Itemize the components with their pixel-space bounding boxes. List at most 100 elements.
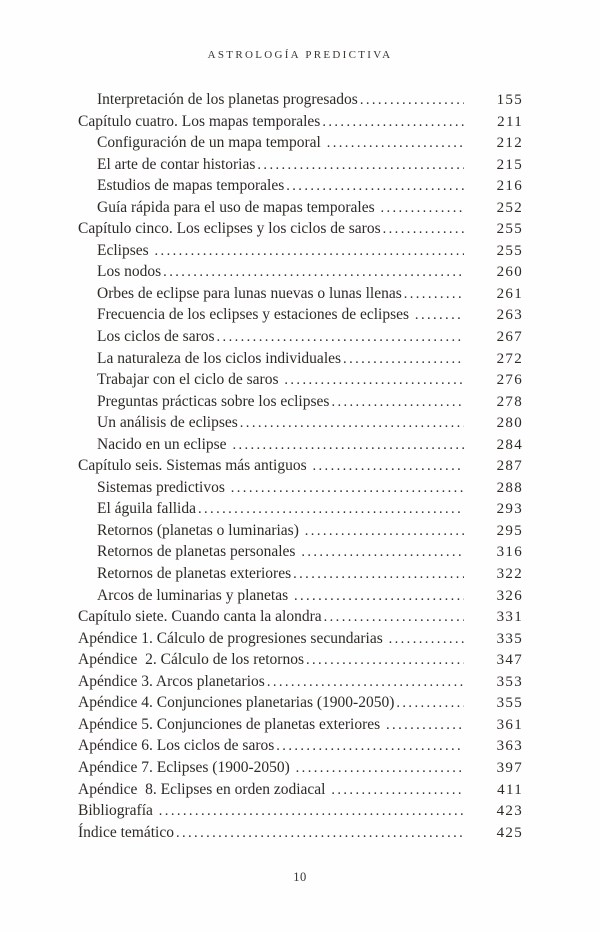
toc-leader-dots: ........................................… (301, 544, 464, 561)
toc-entry-label: Retornos de planetas exteriores (97, 565, 292, 583)
toc-row: La naturaleza de los ciclos individuales… (78, 348, 523, 370)
toc-entry-label: Orbes de eclipse para lunas nuevas o lun… (97, 284, 402, 302)
toc-leader-dots: ........................................… (266, 673, 464, 690)
toc-entry-label: El águila fallida (97, 500, 196, 518)
toc-row: Apéndice 6. Los ciclos de saros ........… (78, 735, 523, 757)
toc-entry-label: Eclipses (97, 241, 153, 259)
toc-leader-dots: ........................................… (286, 178, 464, 195)
toc-leader-dots: ........................................… (163, 264, 464, 281)
toc-leader-dots: ........................................… (158, 803, 464, 820)
toc-entry-label: Retornos de planetas personales (97, 543, 300, 561)
toc-entry-label: Capítulo seis. Sistemas más antiguos (78, 457, 311, 475)
toc-entry-page: 260 (496, 264, 523, 281)
toc-entry-page: 397 (496, 759, 523, 776)
toc-row: Preguntas prácticas sobre los eclipses .… (78, 391, 523, 413)
toc-entry-page: 293 (496, 501, 523, 518)
toc-entry-label: Capítulo siete. Cuando canta la alondra (78, 608, 322, 626)
toc-entry-page: 276 (496, 372, 523, 389)
toc-row: Orbes de eclipse para lunas nuevas o lun… (78, 283, 523, 305)
toc-entry-page: 353 (496, 673, 523, 690)
toc-entry-label: Nacido en un eclipse (97, 435, 231, 453)
toc-row: Apéndice 5. Conjunciones de planetas ext… (78, 714, 523, 736)
toc-entry-page: 423 (496, 803, 523, 820)
toc-entry-label: Sistemas predictivos (97, 478, 229, 496)
toc-entry-page: 278 (496, 393, 523, 410)
toc-leader-dots: ........................................… (198, 501, 464, 518)
toc-row: Trabajar con el ciclo de saros .........… (78, 369, 523, 391)
toc-leader-dots: ........................................… (343, 350, 464, 367)
toc-entry-label: Capítulo cinco. Los eclipses y los ciclo… (78, 220, 381, 238)
toc-row: Capítulo seis. Sistemas más antiguos ...… (78, 455, 523, 477)
toc-entry-label: Los nodos (97, 263, 162, 281)
toc-entry-label: La naturaleza de los ciclos individuales (97, 349, 342, 367)
toc-row: Sistemas predictivos ...................… (78, 477, 523, 499)
toc-entry-label: Apéndice 2. Cálculo de los retornos (78, 651, 304, 669)
toc-entry-page: 295 (496, 522, 523, 539)
toc-entry-label: Retornos (planetas o luminarias) (97, 521, 303, 539)
toc-entry-page: 255 (496, 221, 523, 238)
toc-row: Índice temático ........................… (78, 822, 523, 844)
toc-entry-page: 363 (496, 738, 523, 755)
toc-leader-dots: ........................................… (304, 522, 464, 539)
toc-row: Los nodos ..............................… (78, 261, 523, 283)
toc-row: El arte de contar historias ............… (78, 154, 523, 176)
toc-leader-dots: ........................................… (388, 630, 464, 647)
toc-entry-label: Capítulo cuatro. Los mapas temporales (78, 112, 321, 130)
toc-row: Retornos (planetas o luminarias) .......… (78, 520, 523, 542)
toc-row: Eclipses ...............................… (78, 240, 523, 262)
toc-entry-page: 216 (496, 178, 523, 195)
toc-entry-label: Apéndice 5. Conjunciones de planetas ext… (78, 715, 385, 733)
toc-entry-page: 288 (496, 479, 523, 496)
toc-entry-page: 411 (497, 781, 523, 798)
toc-row: Arcos de luminarias y planetas .........… (78, 585, 523, 607)
toc-entry-page: 326 (496, 587, 523, 604)
toc-entry-page: 212 (496, 135, 523, 152)
toc-row: Apéndice 2. Cálculo de los retornos ....… (78, 649, 523, 671)
running-head: ASTROLOGÍA PREDICTIVA (207, 49, 393, 61)
toc-row: Capítulo cinco. Los eclipses y los ciclo… (78, 218, 523, 240)
toc-row: Capítulo cuatro. Los mapas temporales ..… (78, 111, 523, 133)
toc-leader-dots: ........................................… (257, 156, 464, 173)
toc-entry-page: 211 (497, 113, 523, 130)
toc-leader-dots: ........................................… (331, 781, 464, 798)
toc-entry-label: Arcos de luminarias y planetas (97, 586, 292, 604)
toc-row: Nacido en un eclipse ...................… (78, 434, 523, 456)
toc-entry-label: Frecuencia de los eclipses y estaciones … (97, 306, 413, 324)
toc-row: Interpretación de los planetas progresad… (78, 89, 523, 111)
folio-page-number: 10 (293, 870, 307, 884)
toc-row: Apéndice 8. Eclipses en orden zodiacal .… (78, 779, 523, 801)
toc-row: Configuración de un mapa temporal ......… (78, 132, 523, 154)
toc-leader-dots: ........................................… (359, 92, 464, 108)
toc-leader-dots: ........................................… (380, 199, 464, 216)
toc-entry-page: 272 (496, 350, 523, 367)
toc-leader-dots: ........................................… (295, 759, 464, 776)
toc-leader-dots: ........................................… (216, 329, 464, 346)
toc-leader-dots: ........................................… (175, 824, 464, 841)
toc-entry-page: 261 (496, 285, 523, 302)
toc-entry-page: 215 (496, 156, 523, 173)
toc-leader-dots: ........................................… (293, 566, 464, 583)
toc-entry-page: 355 (496, 695, 523, 712)
toc-entry-page: 361 (496, 716, 523, 733)
toc-entry-page: 331 (496, 609, 523, 626)
toc-leader-dots: ........................................… (403, 285, 464, 302)
toc-row: Retornos de planetas personales ........… (78, 541, 523, 563)
toc-entry-page: 255 (496, 242, 523, 259)
toc-entry-page: 155 (496, 92, 523, 108)
toc-row: Frecuencia de los eclipses y estaciones … (78, 304, 523, 326)
toc-row: Guía rápida para el uso de mapas tempora… (78, 197, 523, 219)
toc-leader-dots: ........................................… (239, 415, 464, 432)
toc-row: El águila fallida ......................… (78, 498, 523, 520)
toc-leader-dots: ........................................… (232, 436, 464, 453)
toc-row: Bibliografía ...........................… (78, 800, 523, 822)
toc-leader-dots: ........................................… (230, 479, 464, 496)
toc-leader-dots: ........................................… (312, 458, 465, 475)
toc-entry-label: Guía rápida para el uso de mapas tempora… (97, 198, 379, 216)
toc-entry-label: Apéndice 1. Cálculo de progresiones secu… (78, 629, 387, 647)
toc-leader-dots: ........................................… (326, 135, 464, 152)
toc-entry-label: Índice temático (78, 823, 174, 841)
toc-entry-page: 280 (496, 415, 523, 432)
toc-leader-dots: ........................................… (276, 738, 464, 755)
toc-entry-label: Estudios de mapas temporales (97, 177, 285, 195)
